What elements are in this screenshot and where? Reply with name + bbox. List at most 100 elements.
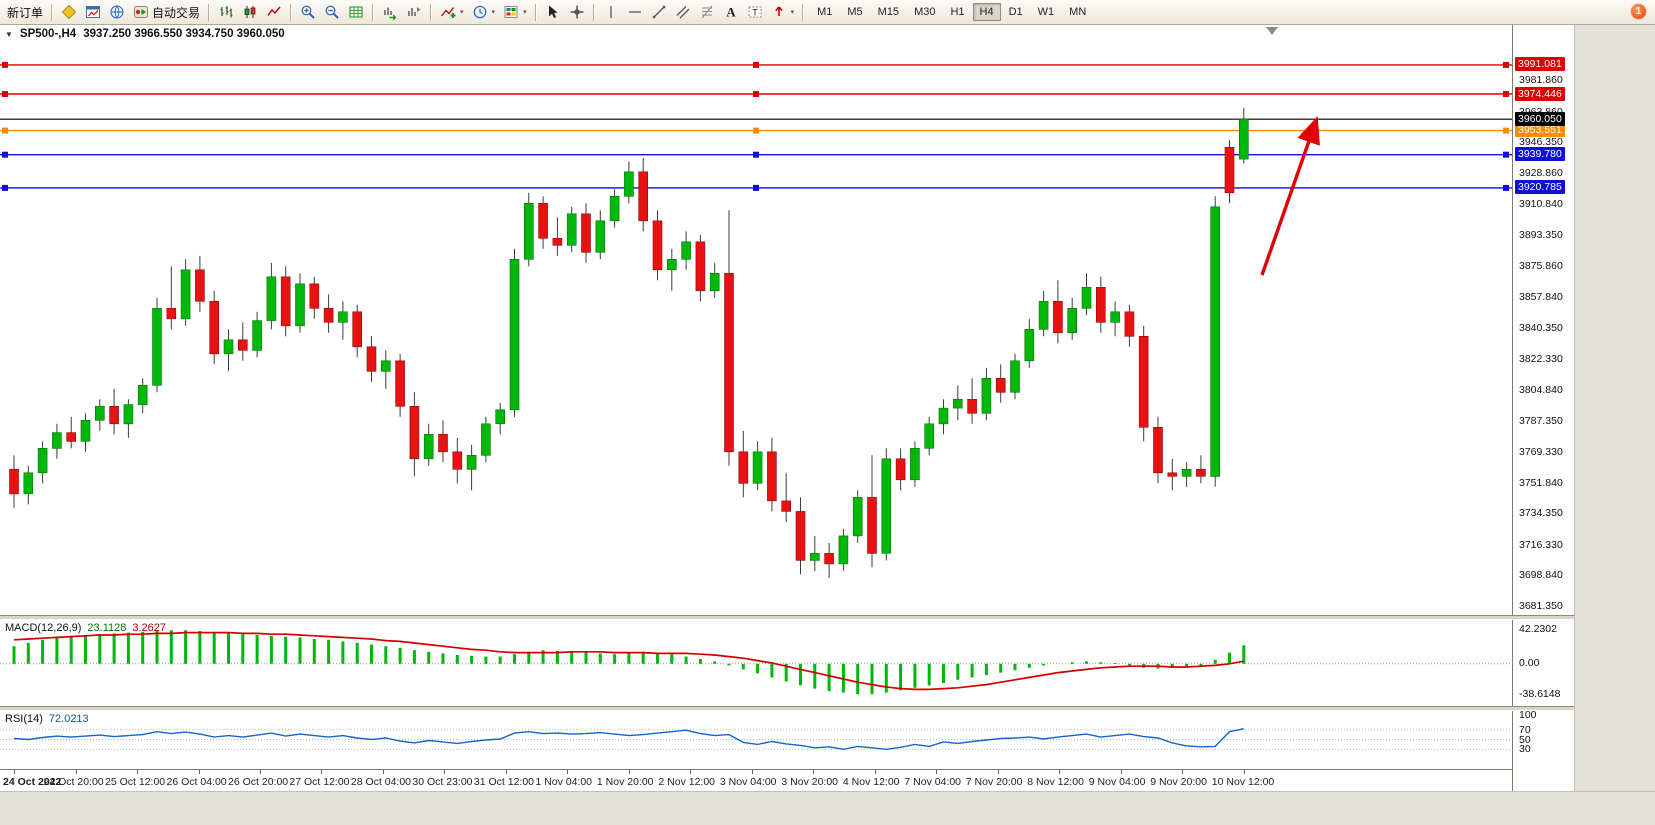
grid-table-icon bbox=[349, 6, 363, 18]
new-order-label: 新订单 bbox=[7, 5, 44, 20]
arrow-shape-icon bbox=[774, 6, 783, 16]
templates-button[interactable]: ▾ bbox=[499, 1, 531, 24]
price-axis-label: 3716.330 bbox=[1519, 538, 1563, 551]
toolbar-separator bbox=[208, 3, 211, 21]
new-chart-button[interactable] bbox=[81, 1, 105, 24]
time-tick bbox=[75, 770, 77, 774]
rsi-value: 72.0213 bbox=[48, 713, 89, 725]
metaeditor-button[interactable] bbox=[57, 1, 81, 24]
crosshair-button[interactable] bbox=[565, 1, 589, 24]
cursor-button[interactable] bbox=[541, 1, 565, 24]
price-axis-label: 3822.330 bbox=[1519, 353, 1563, 366]
time-axis[interactable]: 24 Oct 2022 24 Oct 20:00 25 Oct 12:00 26 Oc… bbox=[0, 769, 1512, 791]
trendline-button[interactable] bbox=[647, 1, 671, 24]
window-background bbox=[1574, 25, 1655, 791]
time-axis-label: 24 Oct 2022 bbox=[3, 776, 62, 788]
macd-name: MACD(12,26,9) bbox=[5, 622, 82, 634]
timeframe-button-d1[interactable]: D1 bbox=[1008, 6, 1023, 18]
panel-splitter[interactable] bbox=[0, 615, 1574, 620]
time-axis-label: 26 Oct 04:00 bbox=[166, 776, 227, 788]
zoom-in-button[interactable] bbox=[296, 1, 320, 24]
price-axis-label: 3928.860 bbox=[1519, 166, 1563, 179]
chart-workspace: ▼ SP500-,H4 3937.250 3966.550 3934.750 3… bbox=[0, 25, 1655, 791]
fibonacci-button[interactable] bbox=[695, 1, 719, 24]
time-tick bbox=[1120, 770, 1122, 774]
rsi-axis-label: 50 bbox=[1519, 733, 1531, 746]
toolbar-separator bbox=[372, 3, 375, 21]
time-tick bbox=[997, 770, 999, 774]
rsi-name: RSI(14) bbox=[5, 713, 43, 725]
horizontal-line-button[interactable] bbox=[623, 1, 647, 24]
toolbar-separator bbox=[592, 3, 595, 21]
timeframe-button-h1[interactable]: H1 bbox=[950, 6, 965, 18]
price-axis-label: 3769.330 bbox=[1519, 446, 1563, 458]
macd-indicator-chart[interactable] bbox=[0, 620, 1512, 706]
price-axis-label: 3681.350 bbox=[1519, 600, 1563, 612]
globe-icon bbox=[110, 5, 124, 19]
price-axis-label: 3698.840 bbox=[1519, 569, 1563, 582]
time-tick bbox=[14, 770, 15, 774]
price-level-badge: 3920.785 bbox=[1515, 180, 1565, 195]
time-tick bbox=[936, 770, 938, 774]
candlestick-chart[interactable] bbox=[0, 25, 1512, 615]
macd-signal-value: 3.2627 bbox=[132, 622, 167, 634]
auto-trading-icon bbox=[134, 6, 149, 18]
price-axis-label: 3893.350 bbox=[1519, 228, 1563, 241]
timeframe-button-m30[interactable]: M30 bbox=[914, 6, 936, 18]
window-background bbox=[0, 791, 1655, 825]
vertical-line-button[interactable] bbox=[599, 1, 623, 24]
arrows-button[interactable]: ▾ bbox=[767, 1, 799, 24]
timeframe-button-mn[interactable]: MN bbox=[1069, 6, 1087, 18]
toolbar-separator bbox=[290, 3, 293, 21]
panel-splitter[interactable] bbox=[0, 706, 1574, 711]
zoom-out-button[interactable] bbox=[320, 1, 344, 24]
macd-label: MACD(12,26,9) 23.1128 3.2627 bbox=[5, 622, 166, 634]
rsi-label: RSI(14) 72.0213 bbox=[5, 713, 89, 725]
rsi-indicator-chart[interactable] bbox=[0, 711, 1512, 769]
line-chart-icon bbox=[267, 6, 281, 16]
bar-chart-button[interactable] bbox=[214, 1, 238, 24]
text-button[interactable]: A bbox=[719, 1, 743, 24]
timeframe-button-m5[interactable]: M5 bbox=[847, 6, 863, 18]
timeframe-button-w1[interactable]: W1 bbox=[1037, 6, 1055, 18]
chart-shift-button[interactable] bbox=[402, 1, 426, 24]
timeframe-button-m1[interactable]: M1 bbox=[817, 6, 833, 18]
dropdown-caret-icon: ▾ bbox=[790, 9, 795, 16]
macd-axis-label: -38.6148 bbox=[1519, 687, 1561, 700]
text-icon: A bbox=[726, 5, 736, 20]
toolbar-separator bbox=[802, 3, 805, 21]
text-label-button[interactable]: T bbox=[743, 1, 767, 24]
price-axis-label: 3840.350 bbox=[1519, 321, 1563, 334]
rsi-axis-label: 100 bbox=[1519, 709, 1537, 721]
channel-button[interactable] bbox=[671, 1, 695, 24]
line-chart-button[interactable] bbox=[262, 1, 286, 24]
chart-title: ▼ SP500-,H4 3937.250 3966.550 3934.750 3… bbox=[5, 28, 285, 40]
auto-scroll-button[interactable] bbox=[378, 1, 402, 24]
fibonacci-icon bbox=[701, 5, 713, 19]
time-tick bbox=[567, 770, 569, 774]
timeframe-button-m15[interactable]: M15 bbox=[877, 6, 900, 18]
new-order-button[interactable]: 新订单 bbox=[3, 1, 47, 24]
timeframe-button-h4[interactable]: H4 bbox=[972, 3, 1001, 21]
time-tick bbox=[628, 770, 630, 774]
time-tick bbox=[198, 770, 200, 774]
auto-scroll-icon bbox=[384, 7, 397, 20]
price-axis-label: 3857.840 bbox=[1519, 291, 1563, 304]
indicators-button[interactable]: ▾ bbox=[436, 1, 468, 24]
auto-trading-button[interactable]: 自动交易 bbox=[129, 1, 204, 24]
time-axis-label: 9 Nov 04:00 bbox=[1088, 776, 1146, 788]
candlestick-chart-button[interactable] bbox=[238, 1, 262, 24]
time-axis-label: 1 Nov 20:00 bbox=[596, 776, 654, 788]
app-toolbar: 新订单 自动交易 bbox=[0, 0, 1655, 25]
notification-badge[interactable]: 1 bbox=[1631, 4, 1646, 19]
time-axis-label: 3 Nov 04:00 bbox=[719, 776, 777, 788]
profiles-button[interactable] bbox=[105, 1, 129, 24]
time-axis-label: 28 Oct 04:00 bbox=[350, 776, 412, 788]
data-window-button[interactable] bbox=[344, 1, 368, 24]
price-axis-label: 3751.840 bbox=[1519, 476, 1563, 489]
time-tick bbox=[321, 770, 323, 774]
time-tick bbox=[1059, 770, 1061, 774]
collapse-triangle-icon[interactable]: ▼ bbox=[5, 29, 13, 39]
periods-button[interactable]: ▾ bbox=[468, 1, 500, 24]
price-axis[interactable]: 3981.8603963.8603946.3503928.8603910.840… bbox=[1512, 25, 1574, 791]
